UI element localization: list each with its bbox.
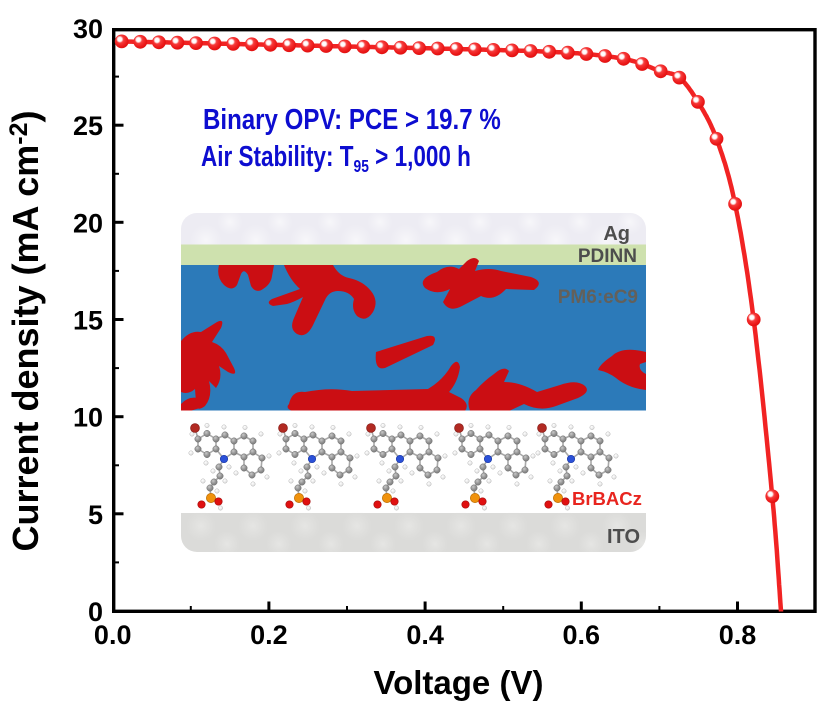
svg-text:Ag: Ag <box>603 223 630 245</box>
svg-text:PDINN: PDINN <box>578 246 637 267</box>
svg-text:0: 0 <box>88 597 103 627</box>
svg-text:BrBACz: BrBACz <box>572 488 642 509</box>
svg-text:Voltage (V): Voltage (V) <box>374 664 544 701</box>
svg-text:30: 30 <box>73 14 103 44</box>
svg-text:0.0: 0.0 <box>94 620 132 650</box>
svg-text:PM6:eC9: PM6:eC9 <box>558 287 638 308</box>
svg-text:25: 25 <box>73 111 103 141</box>
svg-text:0.4: 0.4 <box>406 620 444 650</box>
svg-text:15: 15 <box>73 306 103 336</box>
svg-text:0.8: 0.8 <box>719 620 757 650</box>
svg-text:5: 5 <box>88 500 103 530</box>
svg-text:20: 20 <box>73 208 103 238</box>
svg-text:10: 10 <box>73 403 103 433</box>
svg-text:0.2: 0.2 <box>250 620 288 650</box>
svg-text:Binary OPV: PCE > 19.7 %: Binary OPV: PCE > 19.7 % <box>203 103 501 135</box>
svg-text:Current density (mA cm-2): Current density (mA cm-2) <box>5 111 46 552</box>
svg-text:0.6: 0.6 <box>563 620 601 650</box>
svg-text:Air Stability: T95 > 1,000 h: Air Stability: T95 > 1,000 h <box>201 142 471 177</box>
svg-text:ITO: ITO <box>607 526 640 548</box>
